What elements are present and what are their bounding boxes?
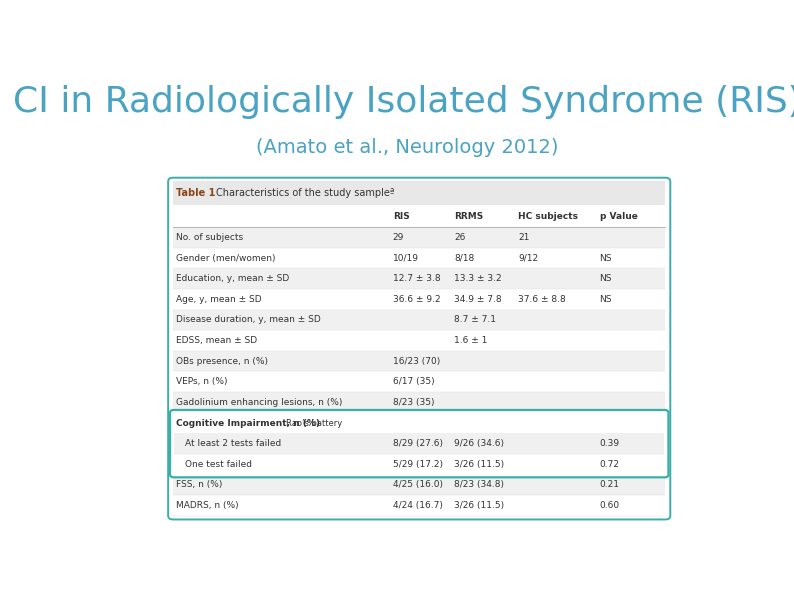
Text: (Amato et al., Neurology 2012): (Amato et al., Neurology 2012) (256, 138, 558, 157)
Text: HC subjects: HC subjects (518, 212, 578, 221)
Bar (173, 181, 665, 205)
Text: 16/23 (70): 16/23 (70) (393, 356, 440, 366)
Text: 8/29 (27.6): 8/29 (27.6) (393, 439, 443, 448)
Text: 3/26 (11.5): 3/26 (11.5) (454, 460, 504, 469)
Text: 8/23 (35): 8/23 (35) (393, 398, 434, 407)
Bar (173, 248, 665, 268)
Bar (173, 227, 665, 248)
Bar (175, 454, 664, 475)
Text: NS: NS (599, 295, 612, 304)
Text: 21: 21 (518, 233, 530, 242)
Bar (173, 495, 665, 516)
Text: EDSS, mean ± SD: EDSS, mean ± SD (176, 336, 257, 345)
Bar (173, 268, 665, 289)
Text: MADRS, n (%): MADRS, n (%) (176, 501, 239, 510)
Bar (173, 309, 665, 330)
Text: Cognitive Impairment, n (%): Cognitive Impairment, n (%) (176, 418, 320, 428)
Text: VEPs, n (%): VEPs, n (%) (176, 377, 228, 386)
Text: Disease duration, y, mean ± SD: Disease duration, y, mean ± SD (176, 315, 321, 324)
Bar (173, 371, 665, 392)
Text: p Value: p Value (599, 212, 638, 221)
Text: Education, y, mean ± SD: Education, y, mean ± SD (176, 274, 290, 283)
Bar (175, 413, 664, 433)
Text: One test failed: One test failed (185, 460, 252, 469)
Text: NS: NS (599, 253, 612, 262)
Bar (173, 205, 665, 227)
Text: OBs presence, n (%): OBs presence, n (%) (176, 356, 268, 366)
Bar (175, 433, 664, 454)
Text: At least 2 tests failed: At least 2 tests failed (185, 439, 282, 448)
Text: 9/26 (34.6): 9/26 (34.6) (454, 439, 504, 448)
Bar (173, 330, 665, 351)
Text: CI in Radiologically Isolated Syndrome (RIS): CI in Radiologically Isolated Syndrome (… (13, 85, 794, 119)
Text: 8/23 (34.8): 8/23 (34.8) (454, 480, 504, 489)
Text: 13.3 ± 3.2: 13.3 ± 3.2 (454, 274, 502, 283)
Text: Gender (men/women): Gender (men/women) (176, 253, 276, 262)
Text: 0.21: 0.21 (599, 480, 619, 489)
Text: 36.6 ± 9.2: 36.6 ± 9.2 (393, 295, 441, 304)
Text: 0.60: 0.60 (599, 501, 619, 510)
Text: 6/17 (35): 6/17 (35) (393, 377, 434, 386)
Text: FSS, n (%): FSS, n (%) (176, 480, 222, 489)
Text: 9/12: 9/12 (518, 253, 538, 262)
Text: 8.7 ± 7.1: 8.7 ± 7.1 (454, 315, 496, 324)
Bar (173, 475, 665, 495)
Text: 4/25 (16.0): 4/25 (16.0) (393, 480, 443, 489)
Bar (173, 351, 665, 371)
Text: RRMS: RRMS (454, 212, 484, 221)
Text: 26: 26 (454, 233, 466, 242)
FancyBboxPatch shape (170, 410, 669, 477)
Text: 3/26 (11.5): 3/26 (11.5) (454, 501, 504, 510)
Bar (173, 392, 665, 413)
Text: NS: NS (599, 274, 612, 283)
Bar (173, 289, 665, 309)
Text: Gadolinium enhancing lesions, n (%): Gadolinium enhancing lesions, n (%) (176, 398, 342, 407)
Text: 34.9 ± 7.8: 34.9 ± 7.8 (454, 295, 502, 304)
Text: 37.6 ± 8.8: 37.6 ± 8.8 (518, 295, 566, 304)
Text: Table 1: Table 1 (176, 188, 215, 198)
Text: 5/29 (17.2): 5/29 (17.2) (393, 460, 443, 469)
Text: 8/18: 8/18 (454, 253, 475, 262)
FancyBboxPatch shape (168, 178, 670, 519)
Text: No. of subjects: No. of subjects (176, 233, 243, 242)
Text: Rao’s battery: Rao’s battery (286, 418, 342, 428)
Text: 0.72: 0.72 (599, 460, 619, 469)
Text: RIS: RIS (393, 212, 410, 221)
Text: 1.6 ± 1: 1.6 ± 1 (454, 336, 488, 345)
Text: 12.7 ± 3.8: 12.7 ± 3.8 (393, 274, 441, 283)
Text: Age, y, mean ± SD: Age, y, mean ± SD (176, 295, 262, 304)
Text: 0.39: 0.39 (599, 439, 619, 448)
Text: 4/24 (16.7): 4/24 (16.7) (393, 501, 442, 510)
Text: 29: 29 (393, 233, 404, 242)
Text: 10/19: 10/19 (393, 253, 418, 262)
Text: Characteristics of the study sampleª: Characteristics of the study sampleª (216, 188, 395, 198)
